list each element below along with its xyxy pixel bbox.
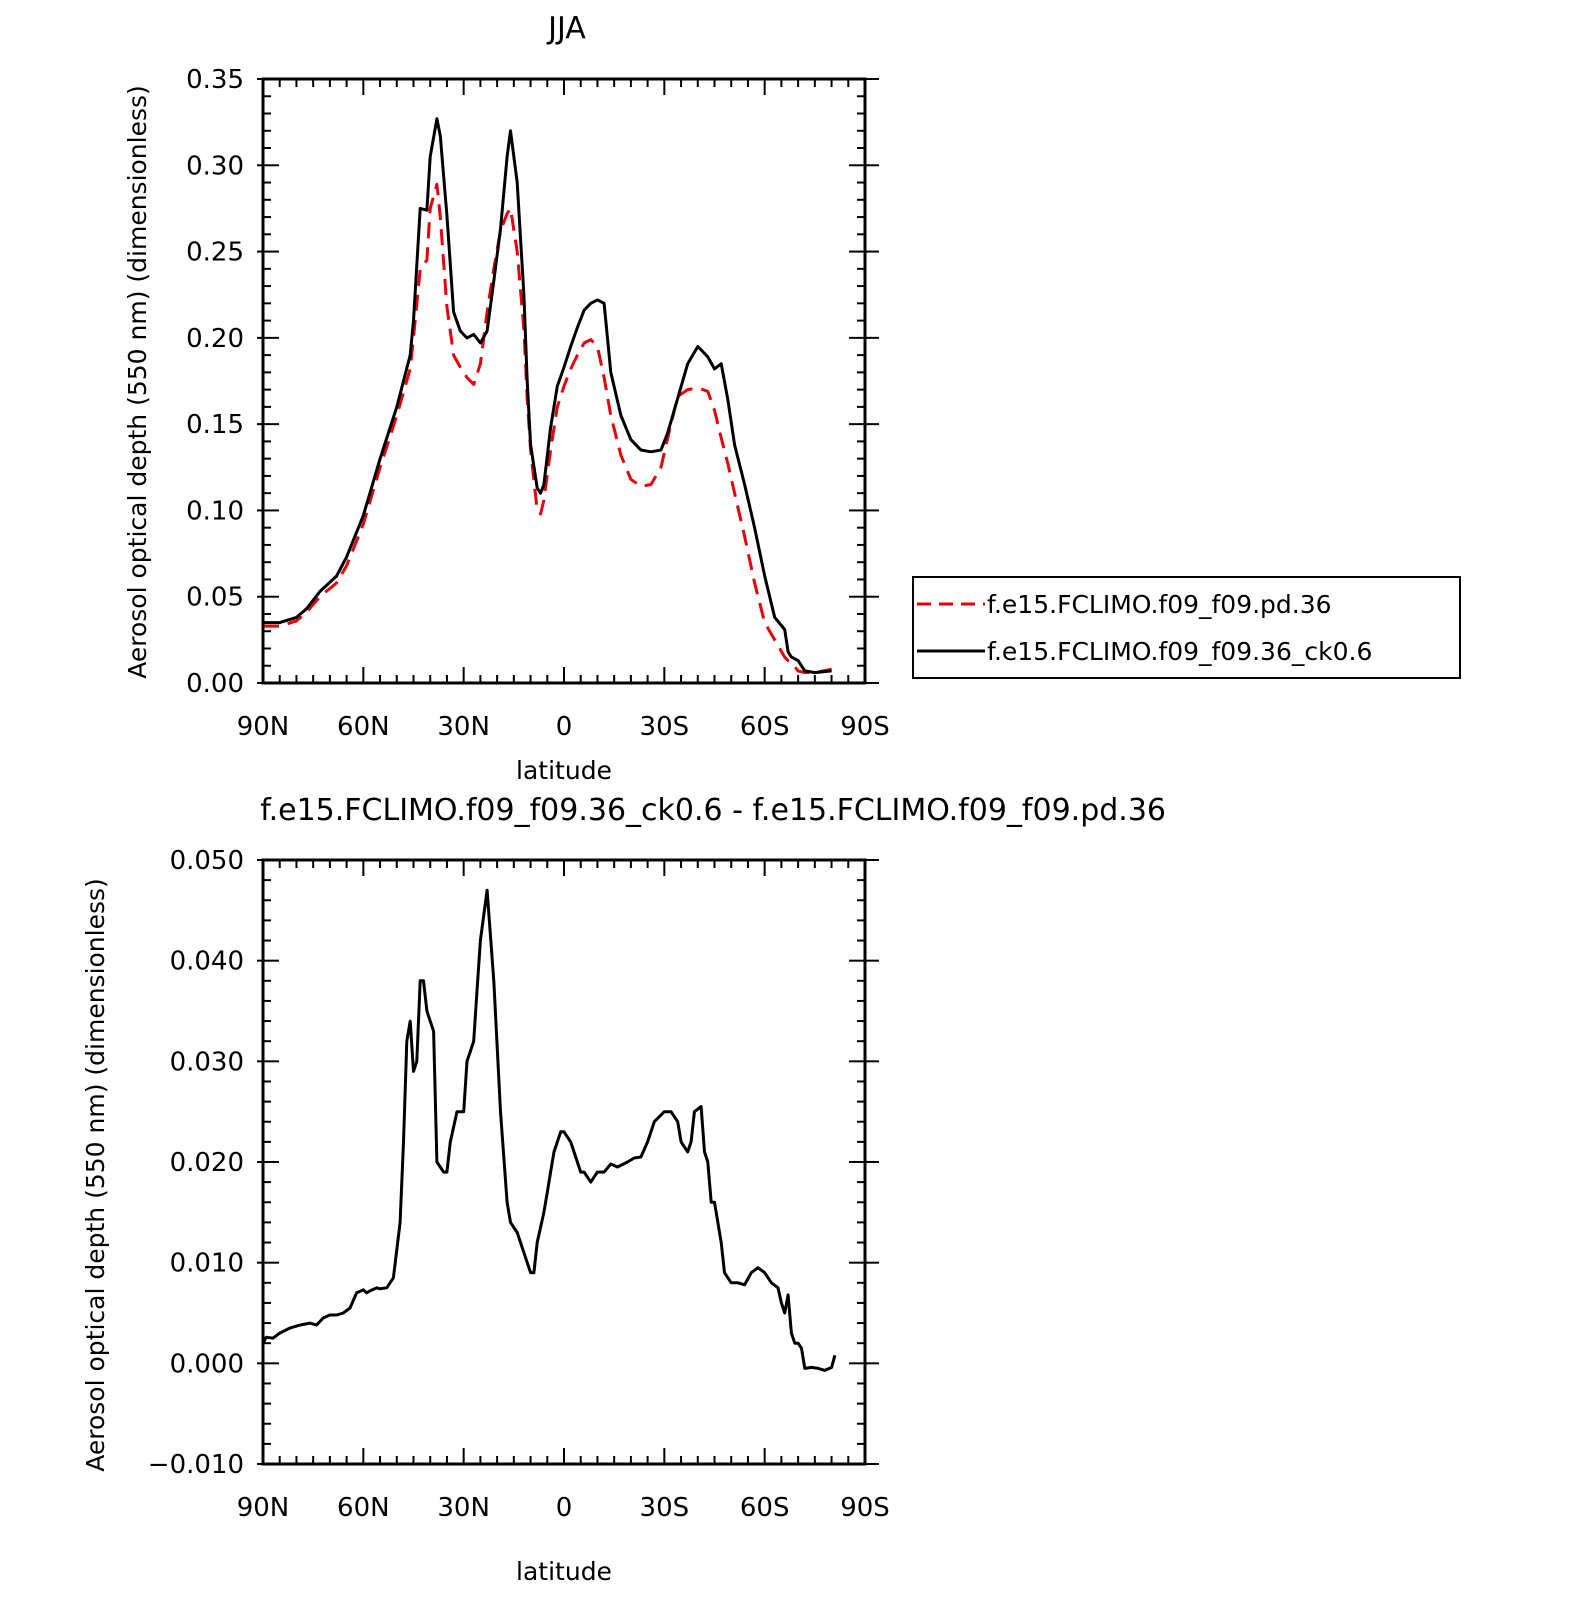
top-series-line-1 (263, 117, 832, 675)
top-y-tick-label: 0.30 (186, 151, 244, 181)
bottom-series-line-0 (261, 888, 837, 1372)
top-chart-series (263, 117, 832, 675)
top-x-tick-label: 90N (237, 712, 290, 742)
bottom-x-tick-label: 90N (237, 1493, 290, 1523)
top-chart-panel: JJA 90N 60N 30N 0 30S 60S 90S 0.00 0.05 0.10 0.15… (123, 11, 1461, 785)
top-chart-title: JJA (546, 11, 586, 46)
top-x-tick-label: 30S (640, 712, 690, 742)
bottom-chart-panel: f.e15.FCLIMO.f09_f09.36_ck0.6 - f.e15.FC… (81, 793, 1166, 1586)
bottom-chart-title: f.e15.FCLIMO.f09_f09.36_ck0.6 - f.e15.FC… (260, 793, 1166, 828)
top-y-tick-label: 0.15 (186, 410, 244, 440)
legend-label-ck06: f.e15.FCLIMO.f09_f09.36_ck0.6 (987, 637, 1372, 666)
bottom-x-tick-label: 60N (337, 1493, 390, 1523)
top-x-tick-label: 0 (556, 712, 573, 742)
bottom-x-tick-label: 30S (640, 1493, 690, 1523)
legend-box (912, 576, 1461, 679)
bottom-y-tick-label: 0.010 (170, 1249, 244, 1279)
top-y-tick-label: 0.35 (186, 65, 244, 95)
top-x-tick-label: 90S (840, 712, 890, 742)
top-y-tick-label: 0.10 (186, 496, 244, 526)
bottom-y-tick-label: 0.030 (170, 1047, 244, 1077)
top-x-tick-label: 60S (740, 712, 790, 742)
top-chart-legend: f.e15.FCLIMO.f09_f09.pd.36 f.e15.FCLIMO.… (912, 576, 1461, 679)
top-series-line-0 (263, 182, 832, 675)
top-chart-frame (261, 77, 867, 685)
bottom-x-tick-label: 0 (556, 1493, 573, 1523)
bottom-chart-y-tick-labels: −0.010 0.000 0.010 0.020 0.030 0.040 0.050 (148, 846, 244, 1480)
top-y-tick-label: 0.25 (186, 238, 244, 268)
top-x-tick-label: 60N (337, 712, 390, 742)
bottom-x-tick-label: 60S (740, 1493, 790, 1523)
bottom-y-tick-label: 0.050 (170, 846, 244, 876)
bottom-chart-x-tick-labels: 90N 60N 30N 0 30S 60S 90S (237, 1493, 890, 1523)
top-y-tick-label: 0.00 (186, 669, 244, 699)
top-y-tick-label: 0.05 (186, 583, 244, 613)
legend-label-pd36: f.e15.FCLIMO.f09_f09.pd.36 (987, 590, 1332, 619)
bottom-y-tick-label: 0.040 (170, 947, 244, 977)
bottom-y-tick-label: 0.020 (170, 1148, 244, 1178)
bottom-chart-ticks (257, 859, 879, 1465)
top-chart-ticks (257, 78, 879, 684)
top-chart-x-tick-labels: 90N 60N 30N 0 30S 60S 90S (237, 712, 890, 742)
top-y-tick-label: 0.20 (186, 324, 244, 354)
top-chart-ylabel: Aerosol optical depth (550 nm) (dimensio… (123, 85, 152, 679)
top-chart-y-tick-labels: 0.00 0.05 0.10 0.15 0.20 0.25 0.30 0.35 (186, 65, 244, 699)
bottom-x-tick-label: 30N (437, 1493, 490, 1523)
bottom-chart-ylabel: Aerosol optical depth (550 nm) (dimensio… (81, 878, 110, 1472)
bottom-chart-series (261, 888, 837, 1372)
bottom-y-tick-label: 0.000 (170, 1349, 244, 1379)
bottom-chart-xlabel: latitude (516, 1557, 612, 1586)
bottom-chart-frame (261, 858, 867, 1466)
top-chart-xlabel: latitude (516, 756, 612, 785)
bottom-y-tick-label: −0.010 (148, 1450, 244, 1480)
bottom-x-tick-label: 90S (840, 1493, 890, 1523)
top-x-tick-label: 30N (437, 712, 490, 742)
